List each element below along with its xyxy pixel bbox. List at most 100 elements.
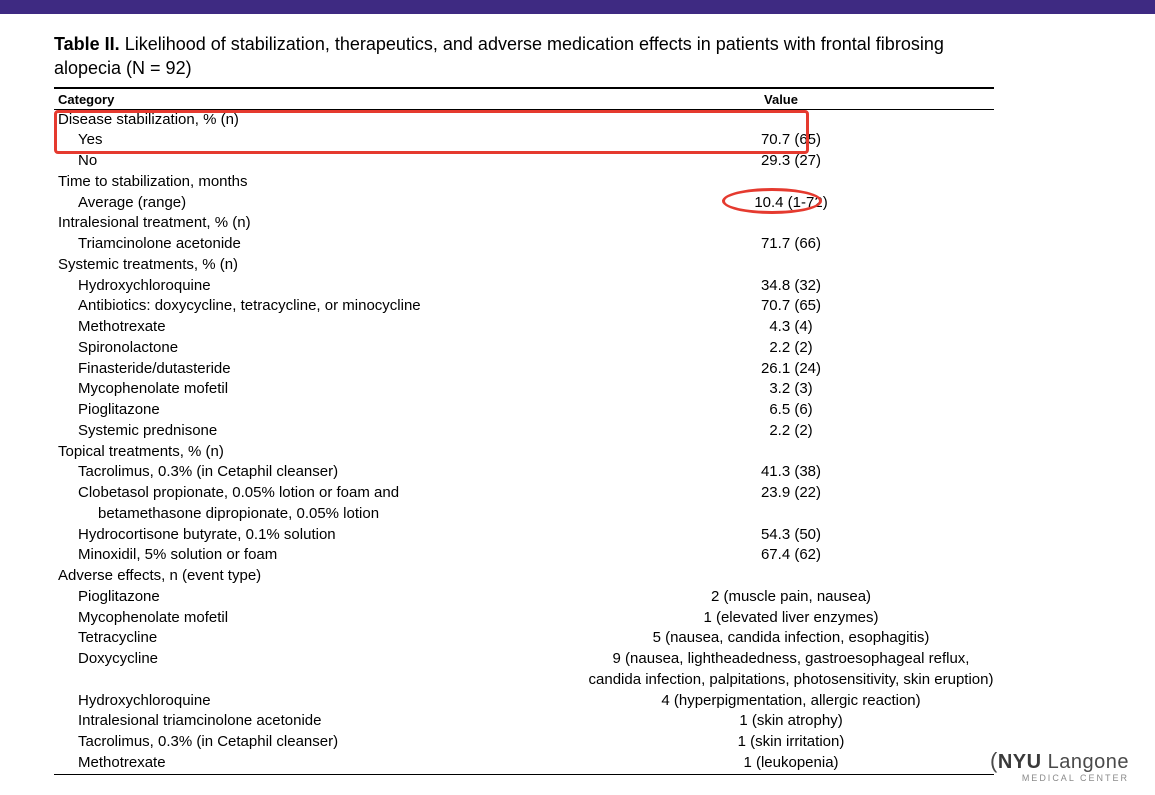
cell-category: Disease stabilization, % (n)	[54, 111, 568, 130]
table-row: Hydroxychloroquine4 (hyperpigmentation, …	[54, 691, 994, 712]
data-table: Category Value Disease stabilization, % …	[54, 87, 994, 775]
cell-value	[608, 505, 994, 524]
table-row: Hydrocortisone butyrate, 0.1% solution54…	[54, 525, 994, 546]
cell-value: 2.2 (2)	[588, 339, 994, 358]
cell-category: Yes	[54, 131, 588, 150]
table-row: Yes70.7 (65)	[54, 130, 994, 151]
table-row: betamethasone dipropionate, 0.05% lotion	[54, 504, 994, 525]
cell-category: No	[54, 152, 588, 171]
cell-value: 67.4 (62)	[588, 546, 994, 565]
cell-category: Hydrocortisone butyrate, 0.1% solution	[54, 526, 588, 545]
table-row: Pioglitazone2 (muscle pain, nausea)	[54, 587, 994, 608]
cell-category: Time to stabilization, months	[54, 173, 568, 192]
top-bar	[0, 0, 1155, 14]
cell-value: 4.3 (4)	[588, 318, 994, 337]
cell-value	[568, 443, 994, 462]
cell-category: Intralesional triamcinolone acetonide	[54, 712, 588, 731]
cell-value: 41.3 (38)	[588, 463, 994, 482]
table-row: Finasteride/dutasteride26.1 (24)	[54, 359, 994, 380]
logo-line1: (NYU Langone	[990, 750, 1129, 772]
cell-category: Tetracycline	[54, 629, 588, 648]
table-row: Clobetasol propionate, 0.05% lotion or f…	[54, 483, 994, 504]
cell-value: 4 (hyperpigmentation, allergic reaction)	[588, 692, 994, 711]
table-row: candida infection, palpitations, photose…	[54, 670, 994, 691]
table-row: Antibiotics: doxycycline, tetracycline, …	[54, 296, 994, 317]
logo-line2: MEDICAL CENTER	[990, 774, 1129, 783]
cell-value	[568, 214, 994, 233]
cell-value: candida infection, palpitations, photose…	[588, 671, 994, 690]
header-category: Category	[54, 92, 568, 107]
cell-category: Pioglitazone	[54, 588, 588, 607]
cell-value: 5 (nausea, candida infection, esophagiti…	[588, 629, 994, 648]
cell-category: Systemic treatments, % (n)	[54, 256, 568, 275]
cell-category: Tacrolimus, 0.3% (in Cetaphil cleanser)	[54, 733, 588, 752]
table-title: Table II. Likelihood of stabilization, t…	[54, 32, 954, 81]
cell-category: Topical treatments, % (n)	[54, 443, 568, 462]
cell-value: 9 (nausea, lightheadedness, gastroesopha…	[588, 650, 994, 669]
cell-value: 26.1 (24)	[588, 360, 994, 379]
cell-value: 1 (elevated liver enzymes)	[588, 609, 994, 628]
cell-value: 34.8 (32)	[588, 277, 994, 296]
cell-category: Minoxidil, 5% solution or foam	[54, 546, 588, 565]
table-header-row: Category Value	[54, 89, 994, 109]
cell-category: betamethasone dipropionate, 0.05% lotion	[54, 505, 608, 524]
cell-category: Finasteride/dutasteride	[54, 360, 588, 379]
cell-value	[568, 173, 994, 192]
table-caption: Likelihood of stabilization, therapeutic…	[54, 34, 944, 78]
table-row: Adverse effects, n (event type)	[54, 566, 994, 587]
table-row: Doxycycline9 (nausea, lightheadedness, g…	[54, 649, 994, 670]
cell-category: Methotrexate	[54, 318, 588, 337]
cell-category: Antibiotics: doxycycline, tetracycline, …	[54, 297, 588, 316]
table-row: Spironolactone2.2 (2)	[54, 338, 994, 359]
table-row: Mycophenolate mofetil1 (elevated liver e…	[54, 608, 994, 629]
cell-category: Triamcinolone acetonide	[54, 235, 588, 254]
table-label: Table II.	[54, 34, 120, 54]
table-row: Methotrexate4.3 (4)	[54, 317, 994, 338]
cell-category: Pioglitazone	[54, 401, 588, 420]
cell-category: Average (range)	[54, 194, 588, 213]
cell-value	[568, 111, 994, 130]
cell-category: Tacrolimus, 0.3% (in Cetaphil cleanser)	[54, 463, 588, 482]
slide-content: Table II. Likelihood of stabilization, t…	[0, 14, 1155, 795]
nyu-langone-logo: (NYU Langone MEDICAL CENTER	[990, 750, 1129, 783]
cell-value: 23.9 (22)	[588, 484, 994, 503]
cell-category: Mycophenolate mofetil	[54, 609, 588, 628]
cell-value: 29.3 (27)	[588, 152, 994, 171]
cell-value: 71.7 (66)	[588, 235, 994, 254]
cell-category: Systemic prednisone	[54, 422, 588, 441]
table-row: No29.3 (27)	[54, 151, 994, 172]
cell-category: Clobetasol propionate, 0.05% lotion or f…	[54, 484, 588, 503]
table-row: Tacrolimus, 0.3% (in Cetaphil cleanser)1…	[54, 732, 994, 753]
table-row: Minoxidil, 5% solution or foam67.4 (62)	[54, 545, 994, 566]
cell-value: 6.5 (6)	[588, 401, 994, 420]
table-row: Pioglitazone6.5 (6)	[54, 400, 994, 421]
header-value: Value	[568, 92, 994, 107]
cell-category: Hydroxychloroquine	[54, 692, 588, 711]
cell-value: 1 (leukopenia)	[588, 754, 994, 773]
cell-category: Hydroxychloroquine	[54, 277, 588, 296]
logo-paren-icon: (	[990, 748, 998, 773]
cell-value: 10.4 (1-72)	[588, 194, 994, 213]
table-row: Methotrexate1 (leukopenia)	[54, 753, 994, 774]
cell-category: Methotrexate	[54, 754, 588, 773]
cell-value: 3.2 (3)	[588, 380, 994, 399]
rule-bottom	[54, 774, 994, 775]
table-row: Average (range)10.4 (1-72)	[54, 193, 994, 214]
table-row: Mycophenolate mofetil3.2 (3)	[54, 379, 994, 400]
table-row: Triamcinolone acetonide71.7 (66)	[54, 234, 994, 255]
table-body: Disease stabilization, % (n)Yes70.7 (65)…	[54, 110, 994, 774]
cell-category: Doxycycline	[54, 650, 588, 669]
cell-value: 1 (skin atrophy)	[588, 712, 994, 731]
table-row: Intralesional treatment, % (n)	[54, 213, 994, 234]
table-row: Topical treatments, % (n)	[54, 442, 994, 463]
cell-value: 2 (muscle pain, nausea)	[588, 588, 994, 607]
cell-category: Intralesional treatment, % (n)	[54, 214, 568, 233]
table-row: Tetracycline5 (nausea, candida infection…	[54, 628, 994, 649]
cell-value: 70.7 (65)	[588, 131, 994, 150]
table-row: Intralesional triamcinolone acetonide1 (…	[54, 711, 994, 732]
table-row: Systemic treatments, % (n)	[54, 255, 994, 276]
table-row: Systemic prednisone2.2 (2)	[54, 421, 994, 442]
cell-value: 1 (skin irritation)	[588, 733, 994, 752]
logo-nyu: NYU	[998, 751, 1042, 773]
table-row: Tacrolimus, 0.3% (in Cetaphil cleanser)4…	[54, 462, 994, 483]
